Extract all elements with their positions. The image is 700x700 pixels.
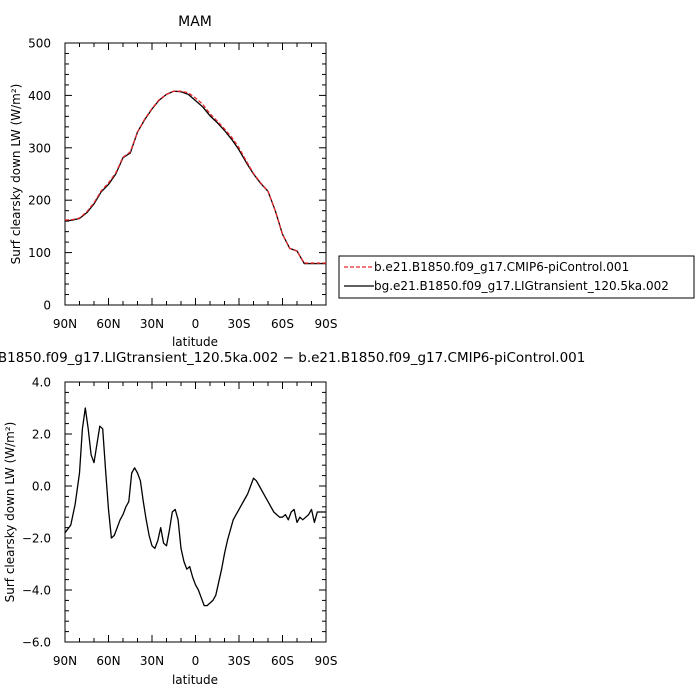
- top-series-lines: [64, 90, 326, 265]
- bottom-plot-frame: [64, 381, 327, 643]
- bottom-x-tick-label: 60N: [96, 654, 120, 668]
- bottom-y-tick-label: 2.0: [32, 428, 51, 442]
- bottom-series-lines: [64, 407, 326, 607]
- top-x-tick-label: 60N: [96, 317, 120, 331]
- legend: b.e21.B1850.f09_g17.CMIP6-piControl.001 …: [338, 255, 695, 299]
- bottom-x-tick-label: 90N: [53, 654, 77, 668]
- top-y-tick-label: 500: [28, 37, 51, 51]
- top-x-tick-label: 90S: [315, 317, 338, 331]
- bottom-y-tick-label: 4.0: [32, 376, 51, 390]
- top-y-tick-label: 200: [28, 194, 51, 208]
- top-x-tick-label: 90N: [53, 317, 77, 331]
- legend-label-series-1: b.e21.B1850.f09_g17.CMIP6-piControl.001: [374, 260, 629, 274]
- bottom-x-tick-label: 90S: [315, 654, 338, 668]
- bottom-title: bg.e21.B1850.f09_g17.LIGtransient_120.5k…: [0, 350, 585, 366]
- bottom-x-tick-label: 30N: [140, 654, 164, 668]
- top-y-axis-label: Surf clearsky down LW (W/m²): [9, 84, 23, 265]
- top-series-line-2: [64, 90, 326, 265]
- legend-box: [338, 255, 695, 299]
- top-series-line-1: [64, 90, 326, 264]
- bottom-y-tick-label: −2.0: [22, 532, 51, 546]
- bottom-x-axis-label: latitude: [172, 673, 218, 687]
- top-y-tick-label: 400: [28, 89, 51, 103]
- bottom-series-line-1: [64, 407, 326, 607]
- bottom-y-ticks: 4.0 2.0 0.0 −2.0 −4.0 −6.0: [22, 376, 326, 650]
- top-panel: MAM 90N 60N 30N 0 30S 60S 90S 0 100 200 300 400 500…: [9, 14, 337, 349]
- top-y-ticks: 0 100 200 300 400 500: [28, 37, 326, 313]
- top-title: MAM: [178, 14, 212, 30]
- legend-label-series-2: bg.e21.B1850.f09_g17.LIGtransient_120.5k…: [374, 279, 669, 293]
- top-x-ticks: 90N 60N 30N 0 30S 60S 90S: [53, 43, 338, 331]
- bottom-x-tick-label: 30S: [228, 654, 251, 668]
- top-y-tick-label: 0: [43, 299, 51, 313]
- top-y-tick-label: 100: [28, 246, 51, 260]
- bottom-panel: bg.e21.B1850.f09_g17.LIGtransient_120.5k…: [0, 350, 585, 687]
- top-x-axis-label: latitude: [172, 335, 218, 349]
- bottom-y-tick-label: −6.0: [22, 636, 51, 650]
- bottom-x-ticks: 90N 60N 30N 0 30S 60S 90S: [53, 382, 338, 668]
- top-y-tick-label: 300: [28, 141, 51, 155]
- top-x-tick-label: 30N: [140, 317, 164, 331]
- bottom-y-tick-label: 0.0: [32, 480, 51, 494]
- top-x-tick-label: 60S: [271, 317, 294, 331]
- bottom-x-tick-label: 0: [192, 654, 200, 668]
- bottom-y-tick-label: −4.0: [22, 584, 51, 598]
- top-plot-frame: [64, 42, 327, 306]
- bottom-x-tick-label: 60S: [271, 654, 294, 668]
- bottom-y-axis-label: Surf clearsky down LW (W/m²): [3, 422, 17, 603]
- top-x-tick-label: 30S: [228, 317, 251, 331]
- top-x-tick-label: 0: [192, 317, 200, 331]
